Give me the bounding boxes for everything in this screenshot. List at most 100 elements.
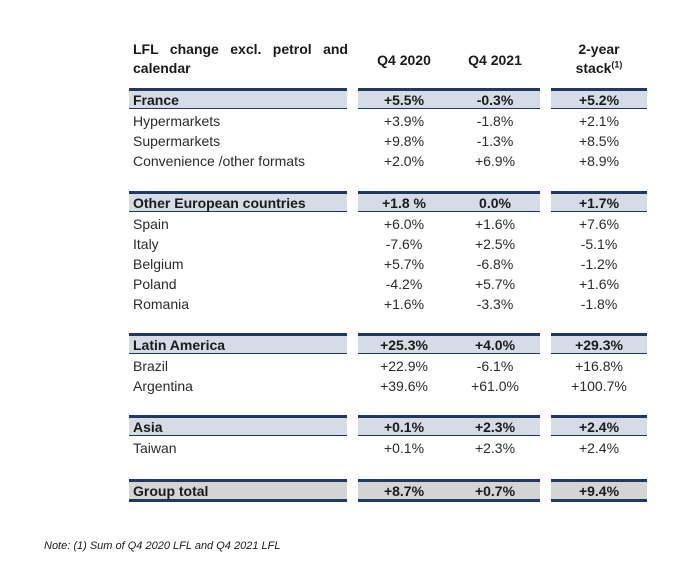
table-rule [129, 108, 347, 109]
cell-q4-2020: +6.0% [383, 216, 425, 232]
cell-q4-2021: -3.3% [476, 296, 514, 312]
cell-q4-2021: 0.0% [479, 195, 511, 211]
row-label: Taiwan [133, 440, 177, 456]
row-label: Latin America [133, 337, 226, 353]
header-two-year-stack: 2-year stack(1) [551, 40, 647, 78]
cell-q4-2020: +22.9% [380, 358, 428, 374]
row-band [551, 336, 647, 353]
table-rule [358, 191, 540, 194]
table-rule [358, 211, 540, 212]
cell-q4-2020: +25.3% [380, 337, 428, 353]
group-row: France +5.5% -0.3% +5.2% [0, 91, 700, 109]
cell-two-year-stack: +2.1% [578, 113, 620, 129]
header-stack-footnote-marker: (1) [611, 59, 623, 70]
cell-two-year-stack: +2.4% [578, 419, 620, 435]
table-rule [129, 88, 347, 91]
table-row: Convenience /other formats +2.0% +6.9% +8.9… [0, 152, 700, 170]
row-band [129, 91, 347, 108]
cell-q4-2020: +5.7% [383, 256, 425, 272]
group-row: Latin America +25.3% +4.0% +29.3% [0, 336, 700, 354]
table-rule [551, 415, 647, 418]
row-label: Romania [133, 296, 190, 312]
row-band [551, 418, 647, 435]
row-label: Spain [133, 216, 169, 232]
cell-q4-2020: +1.6% [383, 296, 425, 312]
table-row: Hypermarkets +3.9% -1.8% +2.1% [0, 112, 700, 130]
table-rule [551, 499, 647, 502]
row-label: Hypermarkets [133, 113, 221, 129]
cell-two-year-stack: +8.9% [578, 153, 620, 169]
cell-q4-2020: +39.6% [380, 378, 428, 394]
table-rule [129, 211, 347, 212]
row-label: Convenience /other formats [133, 153, 305, 169]
cell-two-year-stack: +1.6% [578, 276, 620, 292]
table-rule [551, 108, 647, 109]
row-label: Belgium [133, 256, 184, 272]
row-band [129, 194, 347, 211]
cell-two-year-stack: +9.4% [578, 483, 620, 499]
table-rule [551, 353, 647, 354]
table-rule [358, 415, 540, 418]
cell-q4-2020: -7.6% [385, 236, 423, 252]
table-rule [129, 415, 347, 418]
table-rule [551, 191, 647, 194]
header-q4-2021: Q4 2021 [468, 52, 522, 68]
row-band [358, 482, 540, 499]
table-row: Romania +1.6% -3.3% -1.8% [0, 295, 700, 313]
table-rule [358, 108, 540, 109]
cell-q4-2021: +1.6% [474, 216, 516, 232]
group-row: Other European countries +1.8 % 0.0% +1.7% [0, 194, 700, 212]
cell-q4-2021: -6.1% [476, 358, 514, 374]
cell-two-year-stack: -1.2% [580, 256, 618, 272]
row-label: Brazil [133, 358, 169, 374]
cell-two-year-stack: +7.6% [578, 216, 620, 232]
table-rule [358, 435, 540, 436]
cell-q4-2021: +0.7% [474, 483, 516, 499]
table-rule [129, 479, 347, 482]
row-label: Asia [133, 419, 163, 435]
cell-two-year-stack: -1.8% [580, 296, 618, 312]
cell-q4-2021: -6.8% [476, 256, 514, 272]
cell-q4-2021: -1.3% [476, 133, 514, 149]
row-label: Italy [133, 236, 159, 252]
row-band [358, 194, 540, 211]
cell-q4-2020: +9.8% [383, 133, 425, 149]
row-band [358, 418, 540, 435]
cell-two-year-stack: +100.7% [571, 378, 627, 394]
table-rule [358, 499, 540, 502]
cell-q4-2021: -0.3% [476, 92, 514, 108]
table-rule [129, 435, 347, 436]
row-band [129, 336, 347, 353]
header-stack-line2: stack(1) [575, 59, 623, 76]
row-label: Argentina [133, 378, 193, 394]
cell-q4-2021: +5.7% [474, 276, 516, 292]
table-rule [551, 211, 647, 212]
cell-q4-2021: +4.0% [474, 337, 516, 353]
cell-q4-2020: +2.0% [383, 153, 425, 169]
cell-two-year-stack: +5.2% [578, 92, 620, 108]
table-rule [551, 333, 647, 336]
table-row: Poland -4.2% +5.7% +1.6% [0, 275, 700, 293]
row-label: Supermarkets [133, 133, 221, 149]
table-rule [129, 333, 347, 336]
table-rule [358, 88, 540, 91]
cell-q4-2020: +1.8 % [382, 195, 426, 211]
cell-q4-2020: +0.1% [383, 440, 425, 456]
group-row: Asia +0.1% +2.3% +2.4% [0, 418, 700, 436]
table-row: Belgium +5.7% -6.8% -1.2% [0, 255, 700, 273]
row-band [551, 482, 647, 499]
cell-q4-2021: +6.9% [474, 153, 516, 169]
cell-two-year-stack: +16.8% [575, 358, 623, 374]
cell-q4-2021: +2.3% [474, 419, 516, 435]
table-row: Taiwan +0.1% +2.3% +2.4% [0, 439, 700, 457]
cell-q4-2021: +61.0% [471, 378, 519, 394]
table-row: Brazil +22.9% -6.1% +16.8% [0, 357, 700, 375]
cell-two-year-stack: +2.4% [578, 440, 620, 456]
cell-two-year-stack: -5.1% [580, 236, 618, 252]
row-label: Group total [133, 483, 209, 499]
row-band [551, 91, 647, 108]
header-stack-line1: 2-year [578, 41, 620, 57]
header-q4-2020: Q4 2020 [377, 52, 431, 68]
row-band [129, 418, 347, 435]
cell-two-year-stack: +29.3% [575, 337, 623, 353]
